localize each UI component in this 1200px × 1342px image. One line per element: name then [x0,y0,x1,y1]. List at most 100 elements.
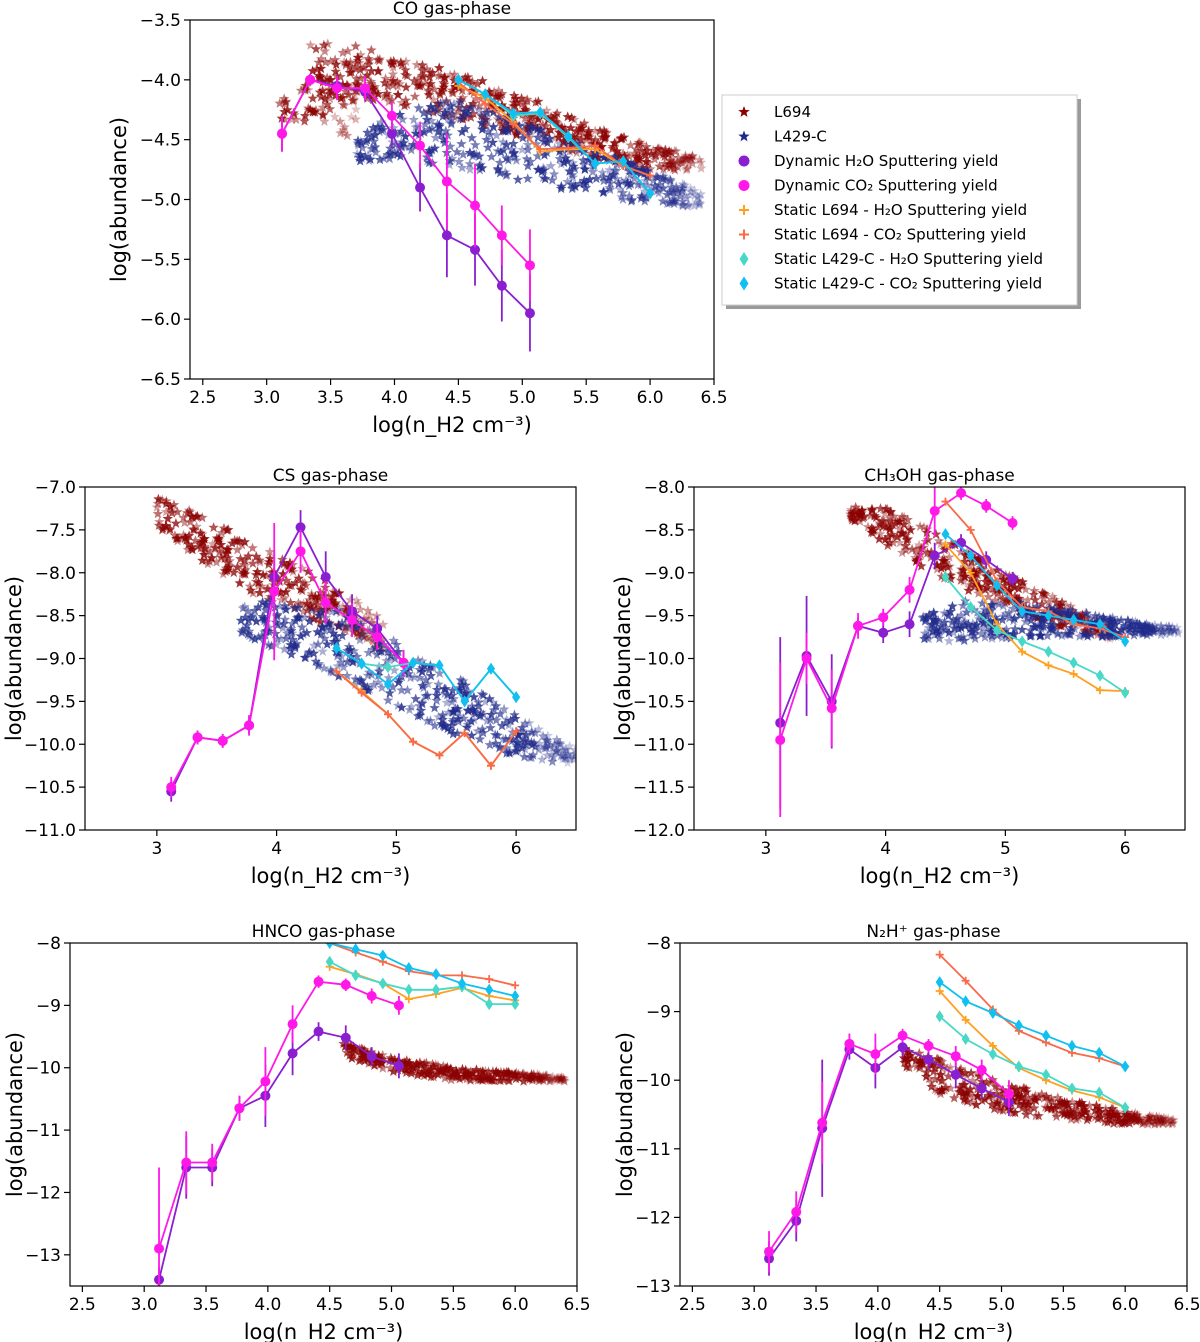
cloud-point [460,679,471,690]
cloud-point [504,747,515,758]
cloud-point [315,63,327,74]
y-tick-label: −11.0 [24,821,76,841]
cloud-point [280,604,292,615]
cloud-point [419,118,431,129]
cloud-point [1161,621,1172,632]
cloud-point [1047,614,1058,624]
data-point [404,961,413,974]
cloud-point [253,601,264,612]
cloud-point [425,1064,437,1075]
cloud-point [963,585,974,595]
cloud-point [484,693,495,704]
cloud-point [299,612,310,622]
cloud-point [680,153,692,164]
cloud-point [1110,627,1121,638]
cloud-point [978,617,989,628]
data-point [817,1117,828,1128]
cloud-point [519,743,531,754]
series-line [329,960,516,1005]
cloud-point [1011,1083,1023,1094]
cloud-point [949,539,961,550]
cloud-point [902,514,913,525]
cloud-point [939,544,950,555]
cloud-point [343,81,354,92]
x-tick-label: 5.0 [378,1295,405,1315]
cloud-point [1114,1118,1126,1129]
cloud-point [1037,587,1048,598]
cloud-point [1091,1100,1102,1110]
cloud-point [462,704,474,715]
cloud-point [641,145,653,156]
cloud-point [946,539,958,550]
cloud-point [1149,1118,1161,1129]
cloud-point [416,698,428,709]
cloud-point [335,92,346,103]
cloud-point [1009,613,1020,623]
cloud-point [642,165,653,176]
cloud-point [368,135,380,146]
cloud-point [1124,1117,1135,1128]
cloud-point [340,622,351,632]
cloud-point [503,719,514,730]
cloud-point [313,591,324,602]
cloud-point [878,515,889,526]
cloud-point [521,105,532,116]
data-point [1044,645,1053,658]
cloud-point [234,577,245,588]
cloud-point [664,155,675,166]
cloud-point [478,112,490,123]
cloud-point [611,145,623,156]
data-point [591,141,600,150]
cloud-point [457,74,468,85]
cloud-point [424,71,435,82]
cloud-point [636,164,648,175]
cloud-point [986,599,997,610]
cloud-point [583,127,594,138]
cloud-point [245,585,256,595]
series-st429-h2o [325,955,520,1011]
cloud-point [157,522,169,533]
cloud-point [434,62,445,73]
cloud-point [263,559,274,570]
cloud-point [1046,1095,1057,1106]
cloud-l429-c [235,595,576,768]
y-tick-label: −10.0 [24,735,76,755]
cloud-point [658,148,669,159]
cloud-point [1033,1092,1044,1102]
data-point [486,662,495,675]
cloud-point [1055,620,1066,631]
cloud-point [1134,1113,1145,1124]
cloud-point [685,186,697,197]
y-tick-label: −7.0 [35,478,76,498]
y-tick-label: −8 [36,934,61,954]
cloud-point [221,544,233,554]
cloud-point [933,535,944,546]
cloud-point [409,91,421,101]
cloud-point [532,1071,544,1082]
cloud-point [383,672,394,683]
cloud-point [972,569,984,580]
cloud-point [446,108,458,119]
cloud-point [592,152,604,163]
cloud-point [1128,1113,1139,1123]
cloud-l694 [338,1038,570,1086]
cloud-point [425,67,436,78]
cloud-point [542,730,554,741]
y-axis: −13−12−11−10−9−8 [635,934,680,1297]
cloud-point [540,1070,552,1081]
cloud-point [359,62,370,73]
series-line [329,943,516,987]
cloud-point [633,154,645,165]
cloud-point [654,143,666,154]
cloud-point [342,1041,354,1052]
x-tick-label: 5.0 [509,388,536,408]
cloud-point [658,182,669,193]
cloud-point [451,146,463,157]
cloud-point [1142,1118,1154,1129]
cloud-point [256,630,267,641]
cloud-point [421,63,433,74]
cloud-point [223,552,234,563]
cloud-point [414,700,425,711]
cloud-point [299,110,311,121]
cloud-point [1009,623,1021,634]
